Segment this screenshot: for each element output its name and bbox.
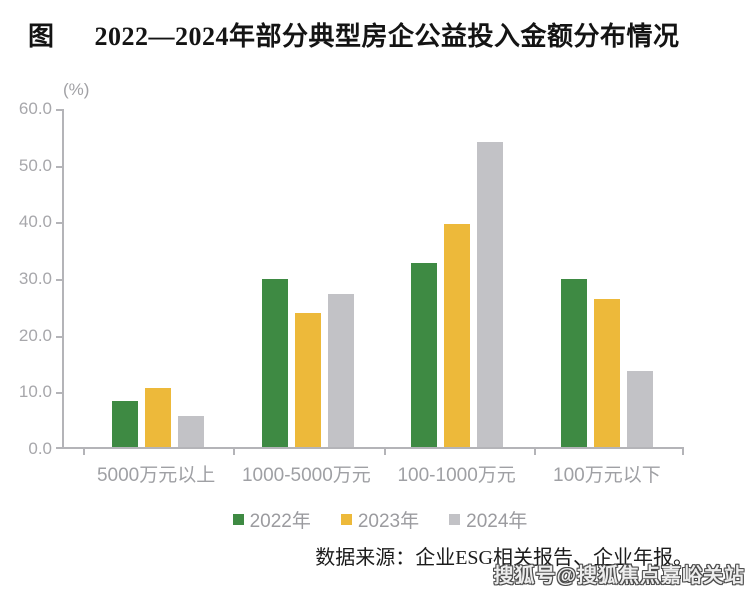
bar-chart-plot-area <box>56 109 684 455</box>
bar-2024年-100-1000万元 <box>477 141 504 447</box>
y-tick-label: 20.0 <box>18 325 52 345</box>
y-tick-label: 50.0 <box>18 155 52 175</box>
legend-label: 2023年 <box>357 511 420 532</box>
y-axis-tick <box>56 165 62 168</box>
x-category-label: 100-1000万元 <box>397 465 516 486</box>
y-tick-label: 40.0 <box>18 212 52 232</box>
figure-label: 图 <box>28 22 55 51</box>
y-axis-tick <box>56 222 62 225</box>
y-tick-label: 0.0 <box>28 439 52 458</box>
y-axis-tick <box>56 279 62 281</box>
x-axis-tick <box>533 447 536 455</box>
x-category-label: 5000万元以上 <box>96 465 216 486</box>
bar-2024年-100万元以下 <box>627 370 654 447</box>
x-axis-tick <box>383 447 386 455</box>
bar-2022年-100-1000万元 <box>411 263 438 447</box>
category-band <box>532 109 682 447</box>
x-category-label: 1000-5000万元 <box>241 465 371 486</box>
legend-swatch-icon <box>449 514 461 525</box>
category-bands <box>83 109 682 447</box>
x-axis-tick <box>233 447 236 455</box>
y-axis-tick <box>56 109 62 111</box>
category-band <box>383 109 533 447</box>
x-axis-tick <box>682 447 684 455</box>
bar-2023年-5000万元以上 <box>144 388 171 447</box>
y-axis-tick <box>56 447 62 449</box>
x-axis-category-labels: 5000万元以上 1000-5000万元 100-1000万元 100万元以下 <box>81 460 682 487</box>
category-band <box>233 109 383 447</box>
y-tick-label: 60.0 <box>18 99 52 118</box>
bar-2023年-100-1000万元 <box>444 223 471 447</box>
y-tick-label: 10.0 <box>18 382 52 402</box>
legend-item-2023年: 2023年 <box>340 506 420 533</box>
x-category-label: 100万元以下 <box>553 465 661 486</box>
legend-item-2022年: 2022年 <box>232 506 311 533</box>
legend-label: 2022年 <box>249 511 311 532</box>
chart-title-row: 图 2022—2024年部分典型房企公益投入金额分布情况 <box>28 16 680 53</box>
legend-label: 2024年 <box>466 511 528 532</box>
bar-2022年-1000-5000万元 <box>261 279 288 447</box>
bar-2023年-100万元以下 <box>594 298 621 447</box>
page-title: 2022—2024年部分典型房企公益投入金额分布情况 <box>94 22 680 51</box>
bar-2022年-5000万元以上 <box>111 401 138 447</box>
watermark-text: 搜狐号@搜狐焦点嘉峪关站 <box>493 565 745 587</box>
legend-swatch-icon <box>340 514 352 525</box>
x-axis-tick <box>83 447 85 455</box>
bar-2024年-5000万元以上 <box>177 416 204 447</box>
legend-swatch-icon <box>232 514 244 525</box>
chart-legend: 2022年 2023年 2024年 <box>0 506 749 533</box>
category-band <box>83 109 233 447</box>
bar-2022年-100万元以下 <box>561 279 588 447</box>
y-tick-label: 30.0 <box>18 269 52 288</box>
y-axis-tick <box>56 392 62 395</box>
bar-2024年-1000-5000万元 <box>327 294 354 447</box>
legend-item-2024年: 2024年 <box>449 506 527 533</box>
y-axis-tick-labels: 60.0 50.0 40.0 30.0 20.0 10.0 0.0 <box>0 99 52 458</box>
y-axis-tick <box>56 335 62 338</box>
bar-2023年-1000-5000万元 <box>294 312 321 447</box>
y-axis-unit-label: (%) <box>63 80 90 99</box>
data-source-note: 数据来源：企业ESG相关报告、企业年报。 <box>315 547 693 569</box>
